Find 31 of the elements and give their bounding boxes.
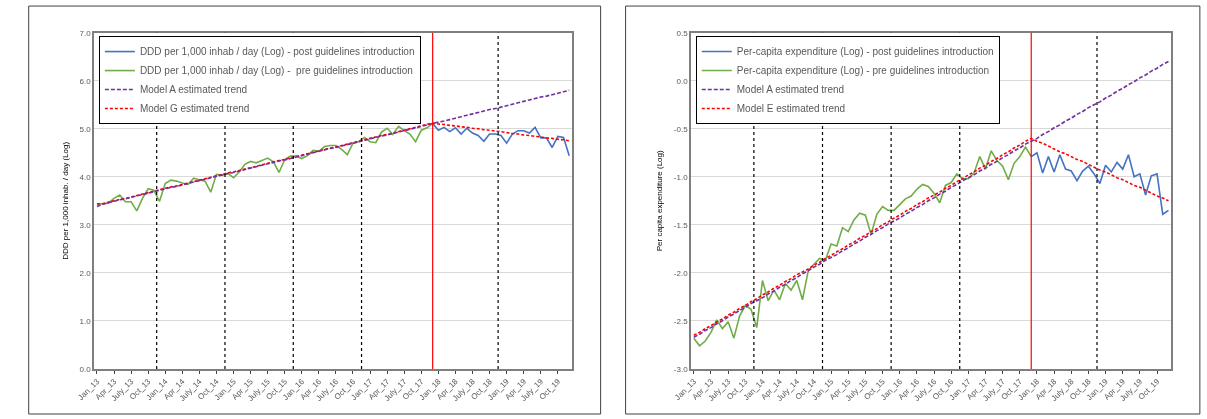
y-tick-label: 6.0 (79, 76, 92, 86)
y-tick-label: -3.0 (673, 364, 689, 374)
legend-label: Per-capita expenditure (Log) - pre guidelines introduction (736, 65, 990, 77)
y-tick-label: -2.5 (673, 316, 689, 326)
line-series (693, 146, 1033, 347)
line-series (1030, 151, 1170, 216)
y-axis-title: Per capita expenditure (Log) (655, 149, 665, 252)
legend-label: DDD per 1,000 inhab / day (Log) - pre guidelines introduction (139, 65, 413, 77)
y-tick-label: 0.5 (676, 28, 689, 38)
legend-label: Model A estimated trend (736, 84, 845, 96)
y-tick-label: 0.0 (79, 364, 92, 374)
line-series (693, 60, 1170, 338)
y-tick-label: -2.0 (673, 268, 689, 278)
y-tick-label: 7.0 (79, 28, 92, 38)
y-tick-label: 2.0 (79, 268, 92, 278)
y-tick-label: -0.5 (673, 124, 689, 134)
line-series (96, 122, 434, 212)
y-tick-label: 1.0 (79, 316, 92, 326)
y-tick-label: 0.0 (676, 76, 689, 86)
legend-label: Per-capita expenditure (Log) - post guidelines introduction (736, 46, 994, 58)
legend-label: Model E estimated trend (736, 103, 846, 115)
line-series (431, 122, 571, 157)
y-axis-title: DDD per 1,000 inhab. / day (Log) (60, 141, 70, 260)
y-tick-label: -1.5 (673, 220, 689, 230)
legend-label: Model A estimated trend (139, 84, 248, 96)
y-tick-label: 5.0 (79, 124, 92, 134)
y-tick-label: -1.0 (673, 172, 689, 182)
y-tick-label: 4.0 (79, 172, 92, 182)
legend-label: Model G estimated trend (139, 103, 250, 115)
y-tick-label: 3.0 (79, 220, 92, 230)
legend-label: DDD per 1,000 inhab / day (Log) - post guidelines introduction (139, 46, 415, 58)
